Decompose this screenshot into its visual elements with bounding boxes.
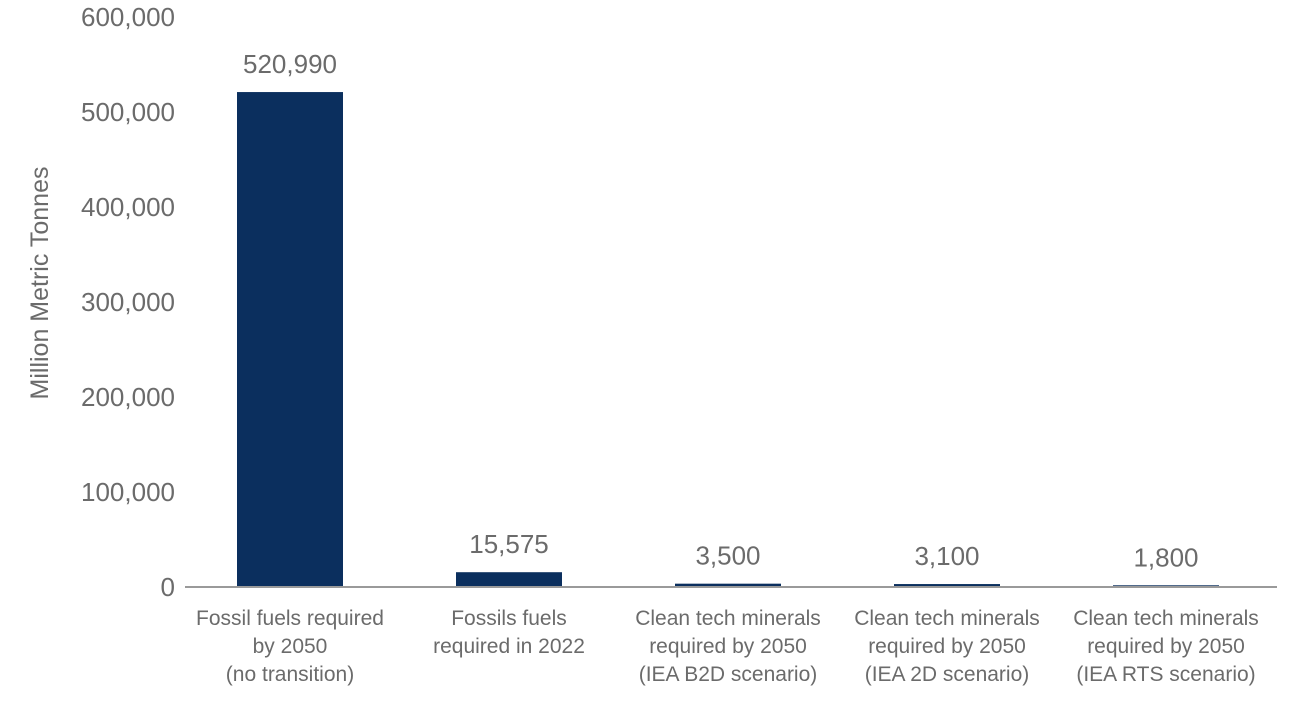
bar-value-label: 1,800 <box>1133 542 1198 572</box>
bar-value-label: 520,990 <box>243 49 337 79</box>
y-tick-label: 400,000 <box>81 192 175 222</box>
category-label: required by 2050 <box>1087 635 1245 658</box>
category-label: by 2050 <box>253 635 328 658</box>
bar <box>456 572 562 587</box>
category-label: Clean tech minerals <box>854 607 1040 630</box>
category-label: required by 2050 <box>868 635 1026 658</box>
category-label: Fossils fuels <box>451 607 567 630</box>
y-tick-label: 500,000 <box>81 97 175 127</box>
category-label: (IEA RTS scenario) <box>1076 663 1255 686</box>
category-label: Fossil fuels required <box>196 607 384 630</box>
bar-value-label: 3,500 <box>695 541 760 571</box>
y-axis-ticks: 0 100,000 200,000 300,000 400,000 500,000 600,… <box>81 2 175 602</box>
bar <box>675 583 781 587</box>
y-tick-label: 600,000 <box>81 2 175 32</box>
category-label: Clean tech minerals <box>1073 607 1259 630</box>
y-tick-label: 100,000 <box>81 477 175 507</box>
value-labels: 520,990 15,575 3,500 3,100 1,800 <box>243 49 1199 572</box>
category-label: Clean tech minerals <box>635 607 821 630</box>
category-label: (IEA B2D scenario) <box>639 663 818 686</box>
y-axis-title: Million Metric Tonnes <box>26 167 54 400</box>
category-label: (IEA 2D scenario) <box>865 663 1030 686</box>
bar <box>894 584 1000 587</box>
bar <box>237 92 343 587</box>
category-label: required in 2022 <box>433 635 585 658</box>
bar-value-label: 3,100 <box>914 541 979 571</box>
bar-value-label: 15,575 <box>469 529 549 559</box>
y-tick-label: 0 <box>161 572 175 602</box>
bars <box>237 92 1219 587</box>
category-label: required by 2050 <box>649 635 807 658</box>
category-labels: Fossil fuels required by 2050 (no transiti… <box>196 607 1259 686</box>
category-label: (no transition) <box>226 663 354 686</box>
y-tick-label: 300,000 <box>81 287 175 317</box>
y-tick-label: 200,000 <box>81 382 175 412</box>
